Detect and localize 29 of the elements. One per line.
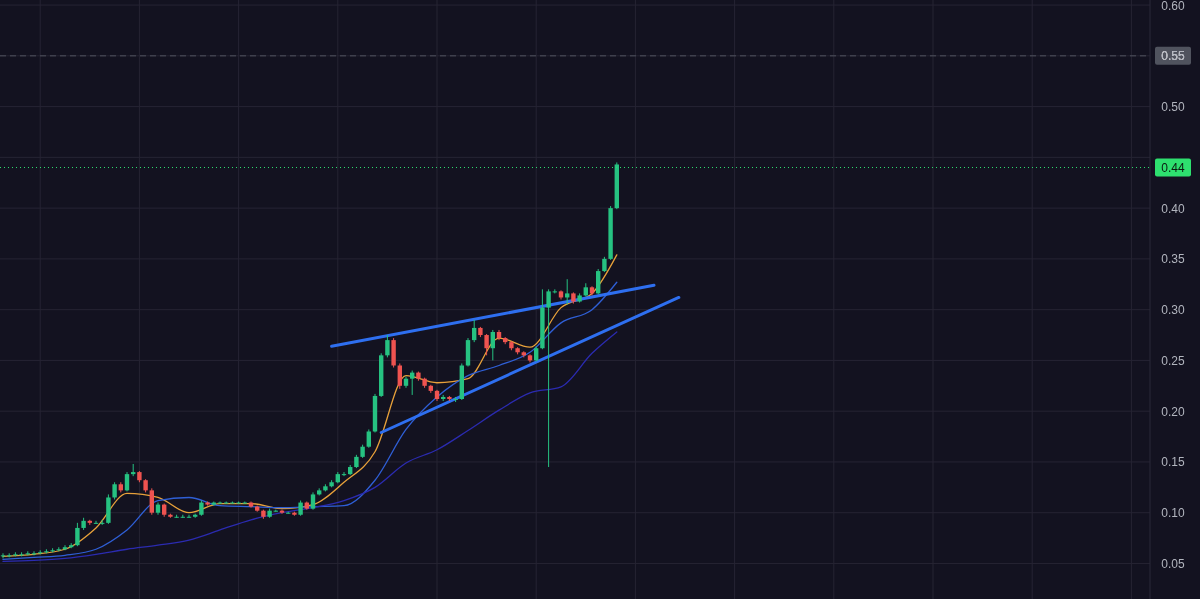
y-tick-label: 0.55: [1161, 49, 1185, 64]
candlestick: [75, 522, 80, 547]
y-tick-label: 0.05: [1161, 556, 1185, 571]
y-tick-label: 0.10: [1161, 506, 1185, 521]
ref-line-label: 0.44: [1161, 161, 1185, 176]
candlestick: [217, 501, 223, 505]
y-tick-label: 0.50: [1161, 100, 1185, 115]
candlestick: [93, 520, 99, 525]
y-tick-label: 0.15: [1161, 455, 1185, 470]
candlestick: [186, 514, 192, 519]
line-series: [2, 331, 618, 563]
candlestick: [546, 288, 551, 468]
candlestick: [0, 552, 6, 559]
candlestick: [149, 487, 154, 516]
candlestick: [385, 334, 390, 358]
y-tick-label: 0.30: [1161, 303, 1185, 318]
candlestick: [366, 428, 371, 449]
candlestick: [397, 362, 402, 390]
y-tick-label: 0.35: [1161, 252, 1185, 267]
y-tick-label: 0.60: [1161, 0, 1185, 13]
y-tick-label: 0.40: [1161, 201, 1185, 216]
y-tick-label: 0.25: [1161, 353, 1185, 368]
candlestick: [124, 471, 130, 492]
candlestick: [31, 550, 37, 556]
y-tick-label: 0.20: [1161, 404, 1185, 419]
candlestick: [596, 268, 601, 295]
candlestick: [490, 329, 495, 361]
candlestick: [341, 471, 347, 477]
candlestick: [484, 333, 489, 356]
